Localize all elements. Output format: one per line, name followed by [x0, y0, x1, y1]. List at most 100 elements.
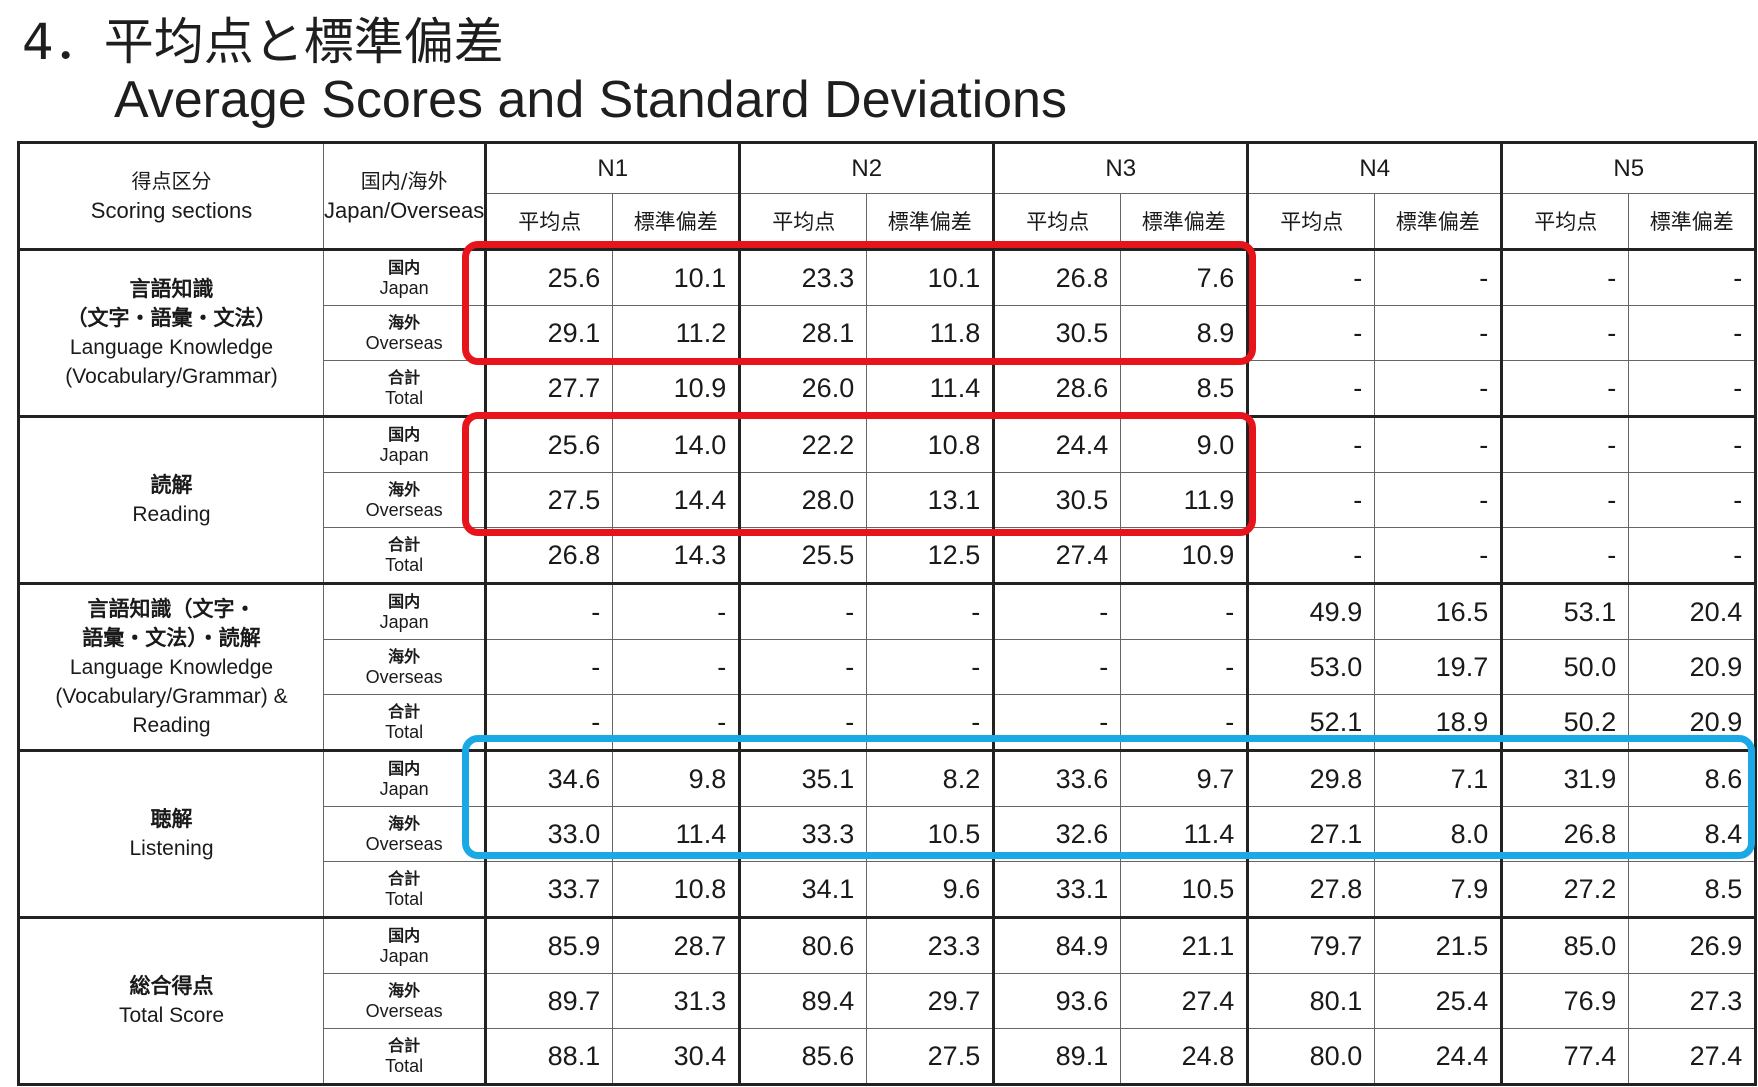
average-cell: 53.1 [1500, 582, 1630, 640]
region-label: 国内 Japan [322, 415, 487, 473]
average-cell: - [1246, 415, 1376, 473]
std-dev-cell: 18.9 [1374, 694, 1503, 751]
std-dev-cell: 8.5 [1120, 360, 1249, 417]
average-cell: 49.9 [1246, 582, 1376, 640]
std-dev-cell: - [1628, 305, 1757, 361]
average-cell: - [1500, 527, 1630, 584]
std-dev-cell: 16.5 [1374, 582, 1503, 640]
std-dev-cell: - [1628, 415, 1757, 473]
average-cell: - [738, 694, 868, 751]
average-cell: 27.4 [992, 527, 1122, 584]
average-cell: 80.1 [1246, 973, 1376, 1029]
std-dev-cell: 8.9 [1120, 305, 1249, 361]
std-dev-cell: 20.9 [1628, 639, 1757, 695]
header-region-jp: 国内/海外 [360, 169, 448, 193]
std-dev-cell: 8.5 [1628, 861, 1757, 918]
std-dev-cell: 11.8 [866, 305, 995, 361]
section-en-line: Listening [129, 837, 214, 860]
header-average-n3: 平均点 [992, 193, 1122, 250]
std-dev-cell: - [1374, 527, 1503, 584]
region-label: 海外 Overseas [322, 806, 487, 862]
average-cell: - [1500, 305, 1630, 361]
average-cell: 27.7 [484, 360, 614, 417]
average-cell: - [992, 694, 1122, 751]
std-dev-cell: 7.1 [1374, 749, 1503, 807]
average-cell: 85.9 [484, 916, 614, 974]
region-en: Japan [379, 278, 429, 298]
average-cell: 31.9 [1500, 749, 1630, 807]
region-jp: 海外 [388, 981, 421, 1000]
average-cell: 85.0 [1500, 916, 1630, 974]
header-level-n4: N4 [1246, 142, 1503, 194]
std-dev-cell: 14.0 [612, 415, 741, 473]
table-row: 合計 Total 88.1 30.4 85.6 27.5 89.1 24.8 80.0 24.4 7… [19, 1028, 1757, 1085]
std-dev-cell: 10.9 [612, 360, 741, 417]
std-dev-cell: 10.8 [866, 415, 995, 473]
average-cell: 27.2 [1500, 861, 1630, 918]
std-dev-cell: 7.9 [1374, 861, 1503, 918]
average-cell: 76.9 [1500, 973, 1630, 1029]
average-cell: 29.8 [1246, 749, 1376, 807]
header-average-n2: 平均点 [738, 193, 868, 250]
average-cell: 26.8 [484, 527, 614, 584]
std-dev-cell: 8.4 [1628, 806, 1757, 862]
std-dev-cell: 9.0 [1120, 415, 1249, 473]
header-scoring-sections: 得点区分 Scoring sections [18, 142, 324, 250]
std-dev-cell: 19.7 [1374, 639, 1503, 695]
std-dev-cell: 9.8 [612, 749, 741, 807]
average-cell: 24.4 [992, 415, 1122, 473]
region-en: Total [385, 1056, 424, 1076]
average-cell: - [1500, 360, 1630, 417]
std-dev-cell: - [612, 639, 741, 695]
std-dev-cell: - [1374, 305, 1503, 361]
region-label: 合計 Total [322, 861, 487, 918]
table-row: 聴解 Listening 国内 Japan 34.6 9.8 35.1 8.2 33.6 9.7 2… [18, 749, 1757, 918]
region-jp: 国内 [388, 926, 421, 945]
region-en: Total [385, 889, 424, 909]
average-cell: 53.0 [1246, 639, 1376, 695]
section-en-line: Reading [132, 503, 211, 526]
region-label: 国内 Japan [322, 582, 487, 640]
average-cell: 22.2 [738, 415, 868, 473]
std-dev-cell: 23.3 [866, 916, 995, 974]
average-cell: 84.9 [992, 916, 1122, 974]
average-cell: - [738, 582, 868, 640]
std-dev-cell: - [1628, 360, 1757, 417]
region-jp: 海外 [388, 647, 421, 666]
section-jp-line: 言語知識 [129, 277, 214, 301]
average-cell: 26.0 [738, 360, 868, 417]
table-row: 総合得点 Total Score 国内 Japan 85.9 28.7 80.6 23.3 84… [18, 916, 1757, 1085]
std-dev-cell: 11.4 [612, 806, 741, 862]
average-cell: 28.1 [738, 305, 868, 361]
header-std-dev-n5: 標準偏差 [1628, 193, 1757, 250]
average-cell: - [1246, 472, 1376, 528]
table-row: 言語知識（文字・ 語彙・文法）・読解 Language Knowledge (Voca… [18, 582, 1757, 751]
region-label: 海外 Overseas [322, 973, 487, 1029]
region-jp: 海外 [388, 814, 421, 833]
average-cell: 34.1 [738, 861, 868, 918]
std-dev-cell: 11.4 [1120, 806, 1249, 862]
average-cell: 50.0 [1500, 639, 1630, 695]
std-dev-cell: - [1628, 472, 1757, 528]
average-cell: 27.8 [1246, 861, 1376, 918]
header-average-n1: 平均点 [484, 193, 614, 250]
section-jp-line: （文字・語彙・文法） [66, 306, 277, 330]
std-dev-cell: - [866, 582, 995, 640]
table-row: 海外 Overseas - - - - - -53.0 19.7 50.0 20.9 [19, 639, 1757, 695]
average-cell: 34.6 [484, 749, 614, 807]
region-jp: 合計 [388, 869, 421, 888]
table-row: 言語知識 （文字・語彙・文法） Language Knowledge (Vocabul… [18, 248, 1757, 417]
std-dev-cell: - [866, 639, 995, 695]
std-dev-cell: 11.4 [866, 360, 995, 417]
average-cell: - [992, 582, 1122, 640]
average-cell: 35.1 [738, 749, 868, 807]
std-dev-cell: 10.5 [1120, 861, 1249, 918]
std-dev-cell: 31.3 [612, 973, 741, 1029]
region-jp: 国内 [388, 425, 421, 444]
std-dev-cell: 20.4 [1628, 582, 1757, 640]
region-jp: 海外 [388, 480, 421, 499]
std-dev-cell: 9.7 [1120, 749, 1249, 807]
region-en: Overseas [365, 834, 443, 854]
average-cell: 93.6 [992, 973, 1122, 1029]
average-cell: 25.6 [484, 248, 614, 306]
